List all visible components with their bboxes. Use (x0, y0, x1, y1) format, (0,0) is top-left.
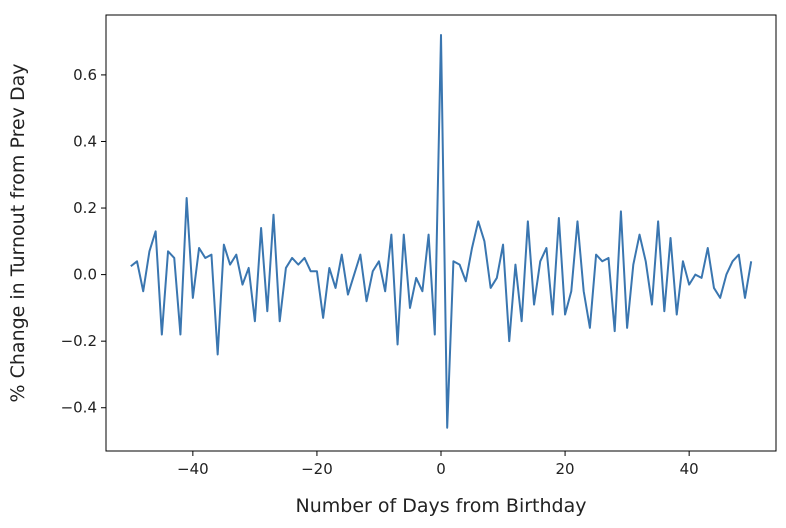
x-tick-label: 20 (556, 460, 575, 478)
x-axis-label: Number of Days from Birthday (296, 495, 587, 517)
x-axis: −40 −20 0 20 40 (177, 451, 699, 478)
x-tick-label: 0 (436, 460, 446, 478)
x-tick-label: −20 (301, 460, 333, 478)
y-tick-label: 0.0 (73, 266, 97, 284)
series-line (130, 33, 753, 429)
y-tick-label: −0.4 (61, 399, 97, 417)
y-tick-label: 0.2 (73, 199, 97, 217)
y-axis-label: % Change in Turnout from Prev Day (7, 64, 29, 403)
y-tick-label: 0.6 (73, 66, 97, 84)
x-tick-label: −40 (177, 460, 209, 478)
y-tick-label: 0.4 (73, 132, 97, 150)
x-tick-label: 40 (680, 460, 699, 478)
y-tick-label: −0.2 (61, 332, 97, 350)
y-axis: −0.4 −0.2 0.0 0.2 0.4 0.6 (61, 66, 106, 417)
